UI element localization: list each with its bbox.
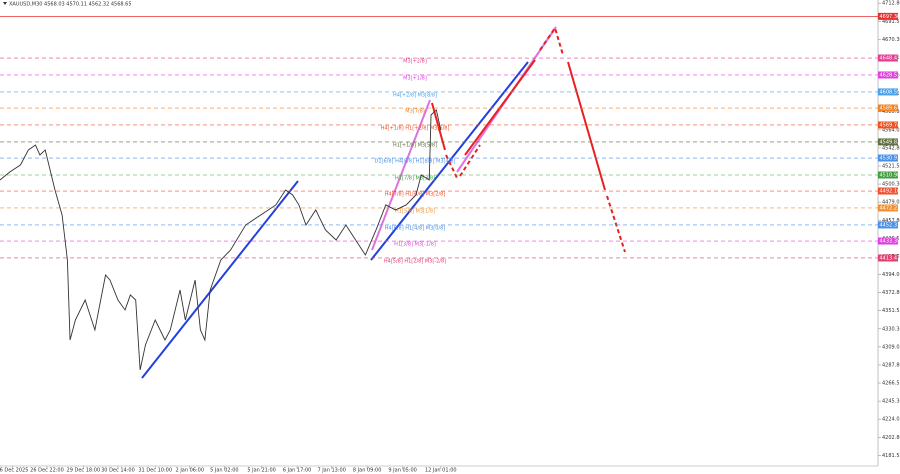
level-label: H4[+2/8] M3[8/8] [393,92,437,98]
level-label: H4[7/8] H1[6/8] M3[2/8] [385,192,445,198]
level-label: H4[5/8] H1[2/8] M3[-2/8] [384,258,446,264]
x-tick-label: 8 Jan 09:00 [353,468,381,474]
price-box-label: 4530.91 [880,156,900,162]
y-tick-label: 4564.05 [882,127,900,133]
level-label: M3[7/8] [405,109,424,115]
price-box-label: 4413.47 [880,255,900,261]
x-tick-label: 29 Dec 18:00 [67,468,101,474]
y-tick-label: 4224.05 [882,417,900,423]
level-label: M3[+2/8] [403,59,427,65]
y-tick-label: 4287.80 [882,362,900,368]
price-box [878,138,898,146]
x-tick-label: 30 Dec 14:00 [101,468,135,474]
x-tick-label: 2 Jan 06:00 [176,468,204,474]
price-box [878,171,898,179]
y-tick-label: 4670.30 [882,37,900,43]
level-label: H1[+1/8] M3[5/8] [393,142,437,148]
x-tick-label: 5 Jan 02:00 [210,468,238,474]
price-box-label: 4549.82 [880,139,900,145]
y-tick-label: 4372.80 [882,290,900,296]
y-tick-label: 4585.30 [882,109,900,115]
price-box-label: 4510.98 [880,172,900,178]
x-tick-label: 26 Dec 22:00 [30,468,64,474]
x-tick-label: 31 Dec 10:00 [138,468,172,474]
y-tick-label: 4351.55 [882,308,900,314]
chart-title: XAUUSD,M30 4568.03 4570.11 4562.32 4568.… [9,2,132,8]
price-box [878,88,898,96]
x-tick-label: 12 Jan 01:00 [425,468,457,474]
y-tick-label: 4500.30 [882,182,900,188]
forecast-arrow [459,144,481,177]
forecast-arrow [606,195,626,253]
price-box [878,154,898,162]
forecast-arrow [539,25,564,56]
x-tick-label: 9 Jan 05:00 [388,468,416,474]
price-line [0,109,442,371]
level-label: H1[5/8] M3[1/8] [395,208,435,214]
price-box [878,254,898,262]
price-box-label: 4492.16 [880,189,900,195]
y-tick-label: 4181.55 [882,453,900,459]
level-label: H1[7/8] M3[3/8] [395,175,435,181]
price-box-label: 4628.51 [880,72,900,78]
price-box-label: 4648.43 [880,56,900,62]
price-box [878,121,898,129]
x-tick-label: 5 Jan 21:00 [247,468,275,474]
y-tick-label: 4712.80 [882,1,900,7]
y-tick-label: 4330.30 [882,326,900,332]
level-label: D1[6/8] H4[8/8] H1[8/8] M3[4/8] [375,159,456,165]
x-tick-label: 7 Jan 13:00 [317,468,345,474]
price-box [878,54,898,62]
y-tick-label: 4521.55 [882,164,900,170]
price-box [878,104,898,112]
forecast-arrow [567,61,606,191]
price-box-label: 4452.31 [880,222,900,228]
price-box [878,221,898,229]
y-tick-label: 4542.80 [882,145,900,151]
y-tick-label: 4479.05 [882,200,900,206]
price-box-label: 4569.74 [880,122,900,128]
x-tick-label: 6 Jan 17:00 [283,468,311,474]
price-box [878,187,898,195]
price-box [878,71,898,79]
forecast-arrow [445,154,458,179]
y-tick-label: 4394.05 [882,272,900,278]
price-box-label: 4697.36 [880,14,900,20]
price-box-label: 4589.67 [880,106,900,112]
trend-line [141,180,299,379]
forecast-arrow [464,59,536,156]
price-box-label: 4608.59 [880,89,900,95]
trend-line [370,61,529,261]
symbol-marker [3,2,7,5]
level-label: H4[+1/8] H1[+2/8] M3[6/8] [381,125,450,131]
y-tick-label: 4245.30 [882,399,900,405]
y-tick-label: 4691.55 [882,19,900,25]
level-label: H4[6/8] H1[4/8] M3[0/8] [385,225,445,231]
price-box [878,237,898,245]
y-tick-label: 4309.05 [882,344,900,350]
y-tick-label: 4457.80 [882,218,900,224]
price-box-label: 4472.23 [880,205,900,211]
price-box [878,204,898,212]
x-tick-label: 26 Dec 2025 [0,468,28,474]
level-label: M3[+1/8] [403,75,427,81]
level-label: H1[3/8] M3[-1/8] [394,242,436,248]
price-box [878,12,898,20]
y-tick-label: 4202.80 [882,435,900,441]
price-box-label: 4433.39 [880,239,900,245]
y-tick-label: 4266.55 [882,381,900,387]
